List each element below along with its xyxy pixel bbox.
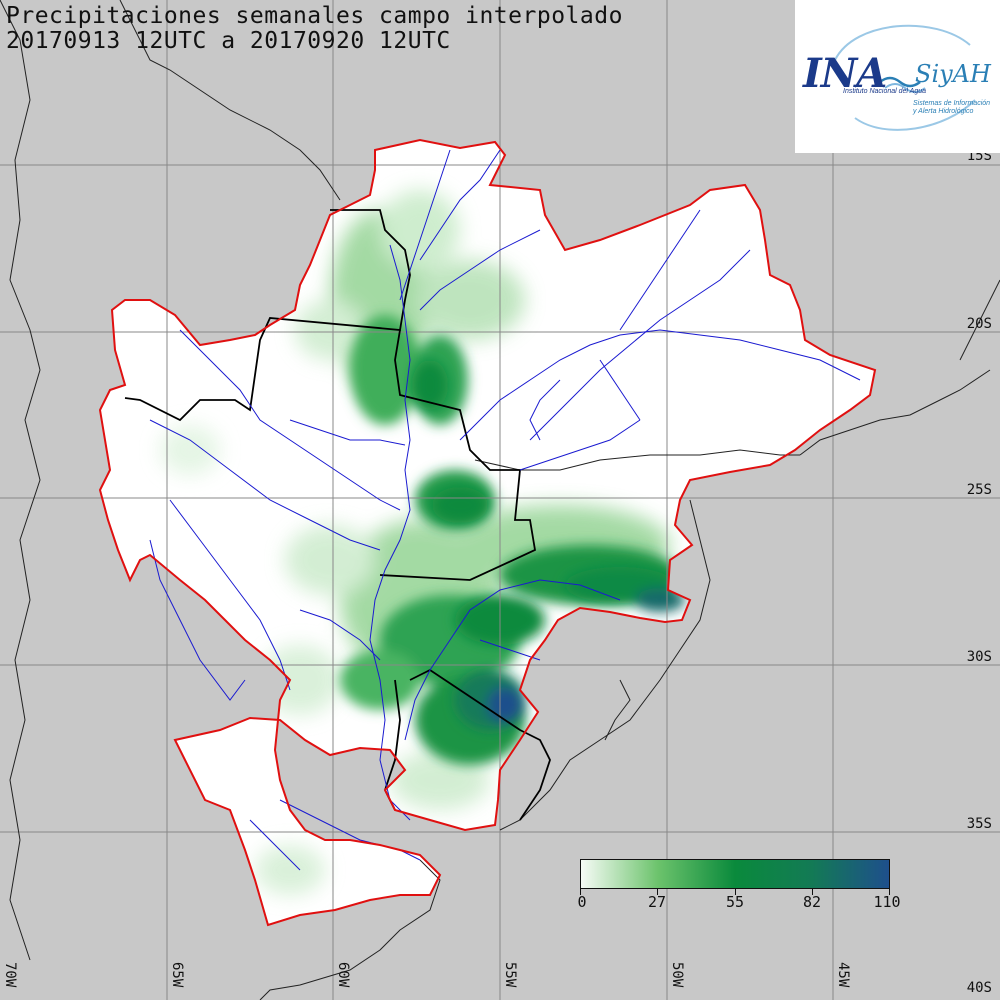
lat-label-30s: 30S [966,649,992,665]
logo-subtitle-2: Sistemas de Información y Alerta Hidroló… [913,100,991,115]
legend-tick [889,889,890,895]
legend-tick [580,889,581,895]
legend-color-bar [580,859,890,889]
logo-ina-text: INA [803,50,887,97]
lon-label-55w: 55W [502,962,518,988]
legend-tick [657,889,658,895]
lat-label-25s: 25S [966,482,992,498]
lon-label-70w: 70W [2,962,18,988]
logo-subtitle: Instituto Nacional del Agua [843,88,927,95]
ina-siyah-logo: INA SiyAH Instituto Nacional del Agua Si… [795,0,1000,153]
legend-tick [735,889,736,895]
logo-siyah-text: SiyAH [915,60,991,88]
legend-label-110: 110 [873,893,901,911]
lat-label-40s: 40S [966,980,992,996]
lon-label-65w: 65W [169,962,185,988]
lat-label-35s: 35S [966,816,992,832]
lon-label-45w: 45W [835,962,851,988]
lon-label-50w: 50W [669,962,685,988]
rivers [149,149,861,871]
legend-label-82: 82 [802,893,822,911]
logo-wave-icon [834,24,976,131]
map-title: Precipitaciones semanales campo interpol… [6,3,623,29]
legend-label-27: 27 [647,893,667,911]
map-period: 20170913 12UTC a 20170920 12UTC [6,28,451,54]
lat-label-20s: 20S [966,316,992,332]
legend-label-0: 0 [577,893,587,911]
lon-label-60w: 60W [335,962,351,988]
basin-outline [98,138,877,927]
legend-label-55: 55 [725,893,745,911]
legend-tick [812,889,813,895]
